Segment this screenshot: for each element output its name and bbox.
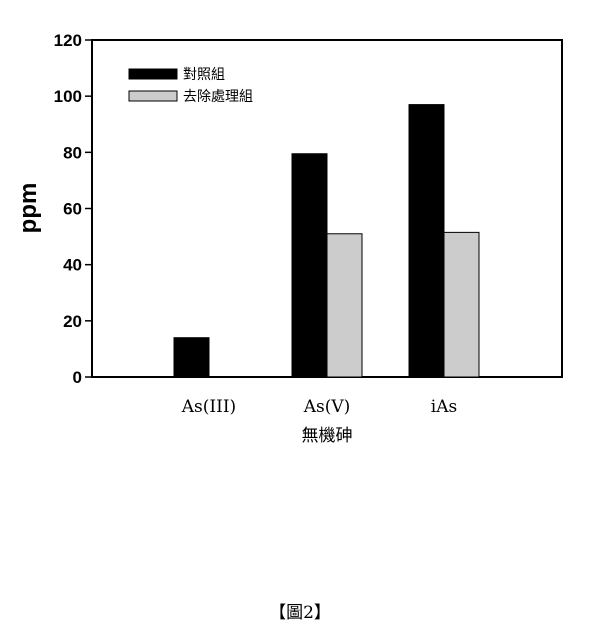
legend-label-treatment: 去除處理組 (183, 89, 253, 105)
y-tick-label: 0 (73, 368, 82, 387)
y-axis-title: ppm (15, 183, 42, 234)
y-tick-label: 80 (63, 143, 82, 162)
x-axis: As(III) As(V) iAs (181, 397, 457, 417)
legend-swatch-treatment (128, 90, 178, 102)
x-category-label: iAs (431, 397, 457, 417)
figure-caption: 【圖2】 (269, 603, 331, 623)
bar-control-1 (291, 153, 328, 378)
y-tick-label: 40 (63, 256, 82, 275)
legend-swatch-control (128, 68, 178, 80)
y-tick-label: 20 (63, 312, 82, 331)
bar-control-2 (408, 104, 445, 378)
y-tick-label: 100 (54, 87, 82, 106)
legend: 對照組 去除處理組 (128, 67, 253, 105)
x-category-label: As(III) (181, 397, 236, 417)
y-tick-label: 120 (54, 31, 82, 50)
x-axis-title: 無機砷 (302, 426, 353, 446)
bars-group (173, 104, 480, 378)
x-category-label: As(V) (303, 397, 351, 417)
bar-control-0 (173, 337, 210, 378)
legend-label-control: 對照組 (183, 67, 225, 83)
bar-treatment-1 (326, 233, 363, 378)
y-axis: 0 20 40 60 80 100 120 (54, 31, 92, 387)
bar-treatment-2 (443, 231, 480, 378)
y-tick-label: 60 (63, 200, 82, 219)
